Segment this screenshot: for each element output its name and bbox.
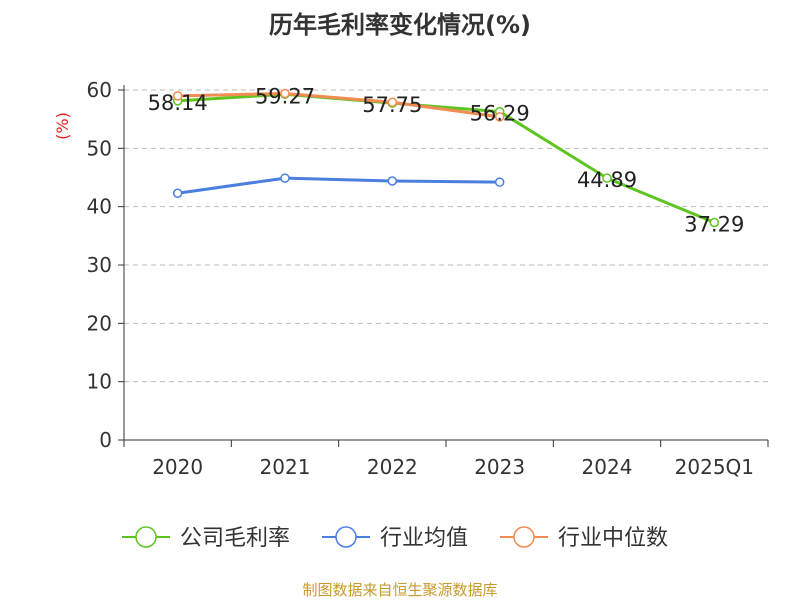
legend: 公司毛利率 行业均值 行业中位数 xyxy=(122,526,668,551)
y-tick-label: 60 xyxy=(87,78,112,102)
data-point-industry_median xyxy=(280,88,290,99)
series-line-industry_avg xyxy=(177,176,500,195)
data-label: 56.29 xyxy=(470,102,530,126)
y-tick-label: 20 xyxy=(87,311,112,335)
data-label: 59.27 xyxy=(255,84,315,108)
data-point-industry_avg xyxy=(494,177,505,187)
y-tick-label: 0 xyxy=(99,428,112,452)
legend-label: 行业均值 xyxy=(380,526,468,551)
x-tick-label: 2025Q1 xyxy=(675,455,754,479)
x-tick-label: 2024 xyxy=(582,455,633,479)
x-tick-label: 2021 xyxy=(260,455,311,479)
legend-marker-icon xyxy=(135,526,157,548)
data-label: 44.89 xyxy=(577,168,637,192)
series-lines xyxy=(172,88,720,228)
legend-item-industry_avg: 行业均值 xyxy=(322,526,468,551)
source-note: 制图数据来自恒生聚源数据库 xyxy=(302,581,497,599)
data-point-industry_median xyxy=(494,112,505,122)
series-line-industry_median xyxy=(177,92,500,119)
legend-item-industry_median: 行业中位数 xyxy=(500,526,668,551)
data-point-company xyxy=(709,217,720,228)
grid-lines xyxy=(124,89,768,383)
x-tick-label: 2022 xyxy=(367,455,418,479)
data-labels: 58.14 59.27 57.75 56.29 44.89 37.29 xyxy=(148,84,745,236)
data-label: 58.14 xyxy=(148,91,208,115)
legend-marker-icon xyxy=(335,526,357,548)
x-tick-label: 2020 xyxy=(152,455,203,479)
axes: 0 10 20 30 40 50 60 2020 2021 2022 2023 2024 2025Q1 xyxy=(87,78,769,479)
data-label: 37.29 xyxy=(684,212,744,236)
y-tick-label: 30 xyxy=(87,253,112,277)
data-point-industry_avg xyxy=(172,188,183,198)
data-point-industry_median xyxy=(387,97,398,107)
data-point-company xyxy=(602,173,612,183)
data-label: 57.75 xyxy=(362,93,422,117)
x-tick-label: 2023 xyxy=(474,455,525,479)
y-tick-label: 50 xyxy=(87,136,112,160)
legend-label: 行业中位数 xyxy=(558,526,668,551)
chart-title: 历年毛利率变化情况(%) xyxy=(269,11,531,39)
legend-label: 公司毛利率 xyxy=(180,526,290,551)
y-axis-unit-label: (%) xyxy=(53,112,72,140)
data-point-industry_avg xyxy=(387,176,398,186)
data-point-industry_avg xyxy=(280,173,290,183)
series-line-company xyxy=(177,92,715,224)
data-point-industry_median xyxy=(172,91,183,101)
legend-marker-icon xyxy=(513,526,535,548)
y-tick-label: 10 xyxy=(87,370,112,394)
legend-item-company: 公司毛利率 xyxy=(122,526,290,551)
y-tick-label: 40 xyxy=(87,195,112,219)
